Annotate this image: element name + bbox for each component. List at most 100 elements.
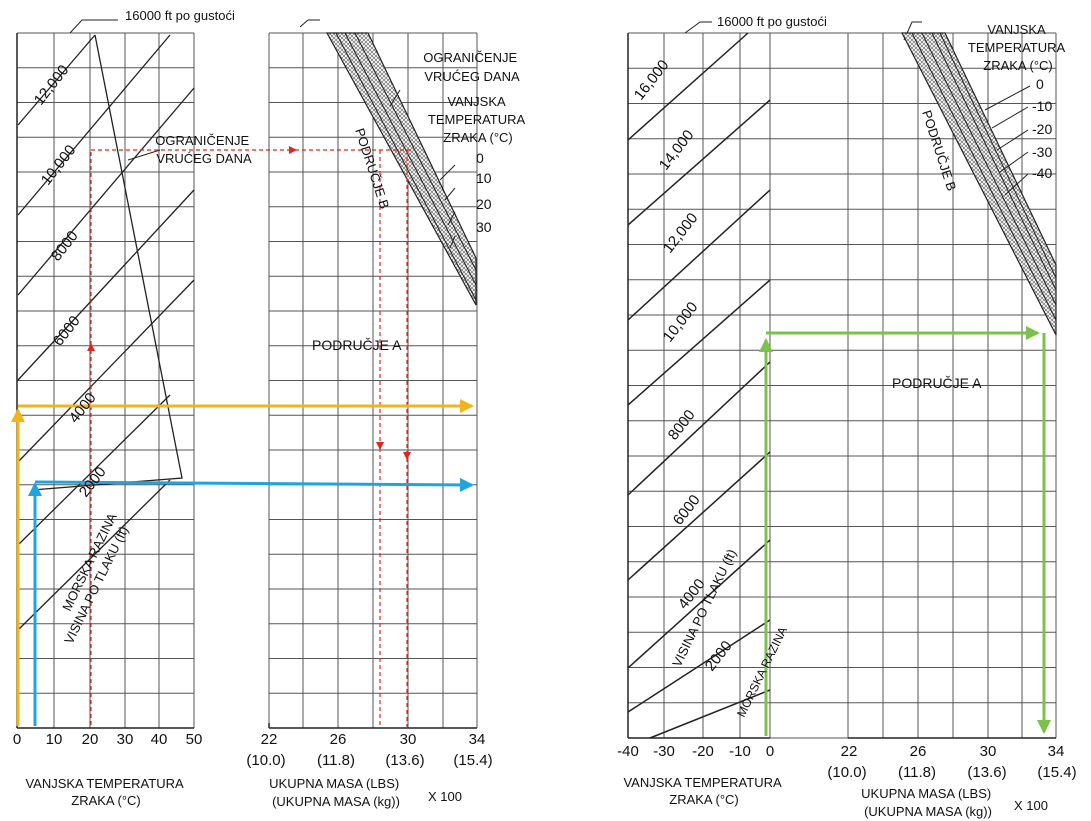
right-pressure-altitude-line xyxy=(627,32,749,141)
right-zone-b-band xyxy=(901,32,1057,336)
left-oat-leader xyxy=(447,211,456,226)
left-blue-path-across xyxy=(34,477,474,492)
left-mass-tick: 30 xyxy=(400,731,417,748)
right-pressure-altitude-line xyxy=(649,689,771,739)
right-hover-chart: 16000 ft po gustoći VANJSKA TEMPERATURA … xyxy=(617,14,1076,819)
left-temp-ticks: 0 10 20 30 40 50 xyxy=(13,731,203,748)
left-mass-multiplier: X 100 xyxy=(428,789,462,804)
right-pressure-altitude-line xyxy=(627,619,771,713)
right-oat-value: -30 xyxy=(1032,144,1052,160)
right-pressure-altitude-line xyxy=(627,361,771,496)
right-oat-leader xyxy=(996,129,1029,151)
right-mass-kg-tick: (10.0) xyxy=(827,764,866,781)
left-temp-tick: 0 xyxy=(13,731,21,748)
left-hot-day-limit-top: OGRANIČENJE VRUĆEG DANA xyxy=(423,50,521,84)
left-mass-axis-title: UKUPNA MASA (LBS) (UKUPNA MASA (kg)) xyxy=(269,776,403,809)
right-mass-tick: 22 xyxy=(841,743,858,760)
right-zone-a: PODRUČJE A xyxy=(892,375,982,391)
left-density-leader xyxy=(69,19,118,34)
left-oat-leader xyxy=(444,187,456,201)
left-hot-day-limit-mid: OGRANIČENJE VRUĆEG DANA xyxy=(155,133,253,166)
left-oat-value-30: 30 xyxy=(476,219,492,235)
right-temp-tick: -40 xyxy=(617,743,639,760)
right-oat-line-0 xyxy=(911,32,1057,321)
left-pressure-altitude-line xyxy=(17,34,171,216)
left-mass-kg-tick: (15.4) xyxy=(453,752,492,769)
right-mass-kg-tick: (11.8) xyxy=(898,764,936,781)
right-pressure-altitude-line xyxy=(627,279,771,406)
left-example-paths xyxy=(11,146,474,728)
right-temp-ticks: -40 -30 -20 -10 0 xyxy=(617,743,774,760)
left-temp-axis-title: VANJSKA TEMPERATURA ZRAKA (°C) xyxy=(25,776,186,808)
left-pressure-altitude-line xyxy=(17,394,171,546)
left-oat-value-10: 10 xyxy=(476,170,492,186)
left-oat-value-20: 20 xyxy=(476,196,492,212)
right-mass-kg-tick: (15.4) xyxy=(1037,764,1076,781)
right-temp-axis-title: VANJSKA TEMPERATURA ZRAKA (°C) xyxy=(623,775,784,807)
right-alt-label-14000: 14,000 xyxy=(656,127,698,174)
right-temp-tick: 0 xyxy=(766,743,774,760)
right-oat-line-30 xyxy=(939,32,1057,279)
left-mass-kg-tick: (11.8) xyxy=(317,752,355,769)
right-density-altitude-note: 16000 ft po gustoći xyxy=(717,14,827,29)
right-alt-label-8000: 8000 xyxy=(665,407,699,444)
left-pressure-altitude-line xyxy=(17,279,195,463)
right-mass-kg-tick: (13.6) xyxy=(967,764,1006,781)
left-mass-kg-tick: (10.0) xyxy=(246,752,285,769)
left-hot-day-top-leader xyxy=(389,89,401,107)
left-alt-label-6000: 6000 xyxy=(50,313,84,350)
left-alt-label-10000: 10,000 xyxy=(38,142,80,189)
left-temp-tick: 40 xyxy=(151,731,168,748)
left-zone-a: PODRUČJE A xyxy=(312,337,402,353)
right-mass-tick: 26 xyxy=(910,743,927,760)
right-oat-leader xyxy=(999,151,1029,173)
left-temp-tick: 10 xyxy=(46,731,63,748)
left-temp-tick: 20 xyxy=(82,731,99,748)
right-mass-tick: 30 xyxy=(980,743,997,760)
right-pressure-altitude-line xyxy=(627,451,771,581)
left-alt-label-8000: 8000 xyxy=(48,228,82,265)
left-mass-kg-tick: (13.6) xyxy=(385,752,424,769)
left-oat-leader xyxy=(439,164,456,181)
left-oat-value-0: 0 xyxy=(476,150,484,166)
left-chart-lines xyxy=(17,19,477,631)
left-pressure-altitude-line xyxy=(17,87,195,296)
right-oat-value: -40 xyxy=(1032,165,1052,181)
right-density-leader xyxy=(684,21,712,34)
right-oat-leader xyxy=(1004,173,1029,196)
left-oat-line-0 xyxy=(335,32,477,301)
left-mass-tick: 26 xyxy=(330,731,347,748)
left-oat-header: VANJSKA TEMPERATURA ZRAKA (°C) xyxy=(428,94,528,145)
right-oat-value: -10 xyxy=(1032,98,1052,114)
left-zone-b-band xyxy=(325,32,477,306)
left-hover-chart: 16000 ft po gustoći OGRANIČENJE VRUĆEG D… xyxy=(11,8,528,809)
left-hot-day-leader xyxy=(127,149,161,161)
right-temp-tick: -20 xyxy=(692,743,714,760)
right-oat-value: -20 xyxy=(1032,121,1052,137)
right-temp-tick: -10 xyxy=(729,743,751,760)
left-oat-line-10 xyxy=(344,32,477,286)
right-alt-label-12000: 12,000 xyxy=(660,210,702,257)
left-mass-ticks: 22 26 30 34 (10.0) (11.8) (13.6) (15.4) xyxy=(246,731,492,769)
left-oat-line-20 xyxy=(354,32,477,271)
right-alt-label-6000: 6000 xyxy=(670,492,704,529)
left-alt-label-4000: 4000 xyxy=(66,390,100,427)
left-pressure-altitude-line xyxy=(17,34,96,126)
right-oat-leader xyxy=(984,85,1031,111)
right-alt-label-16000: 16,000 xyxy=(631,57,673,104)
left-hot-day-boundary xyxy=(31,34,183,491)
right-pressure-altitude-line xyxy=(627,189,771,321)
right-example-paths xyxy=(759,326,1051,736)
right-mass-ticks: 22 26 30 34 (10.0) (11.8) (13.6) (15.4) xyxy=(827,743,1076,781)
right-pressure-altitude-line xyxy=(627,539,771,669)
right-mass-tick: 34 xyxy=(1048,743,1065,760)
left-temp-tick: 50 xyxy=(186,731,203,748)
right-temp-tick: -30 xyxy=(653,743,675,760)
left-density-leader-right xyxy=(299,19,320,28)
right-alt-label-10000: 10,000 xyxy=(660,299,702,346)
left-alt-label-12000: 12,000 xyxy=(31,62,73,109)
right-chart-lines xyxy=(627,21,1057,739)
right-pressure-altitude-line xyxy=(627,99,771,226)
left-density-altitude-note: 16000 ft po gustoći xyxy=(125,8,235,23)
